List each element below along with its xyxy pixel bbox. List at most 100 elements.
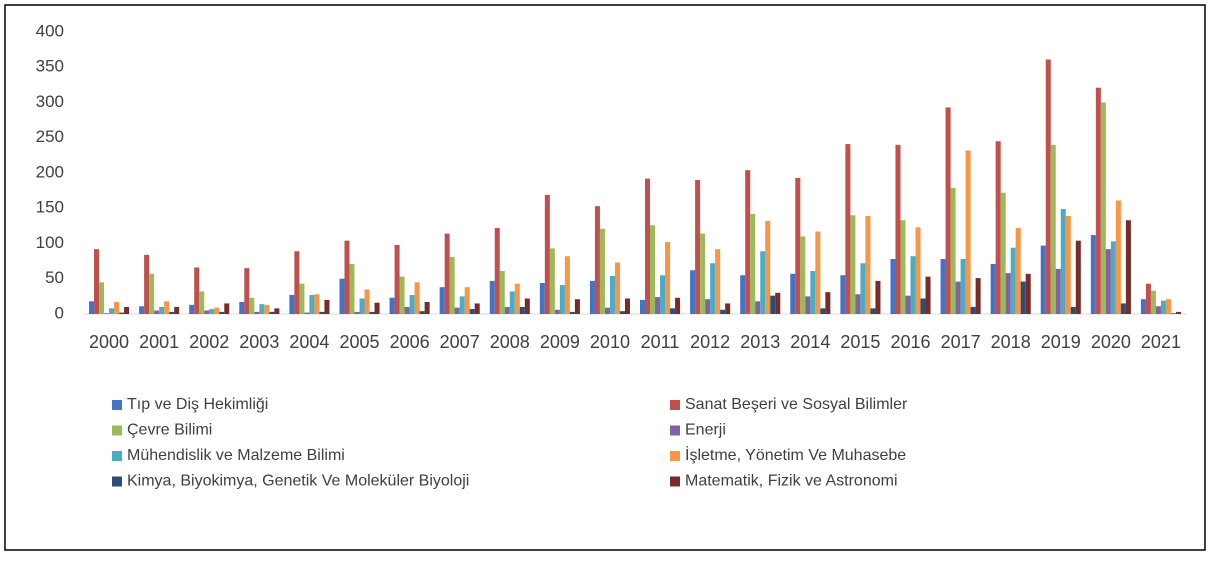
bar <box>359 298 365 314</box>
bar <box>114 302 120 314</box>
x-tick-label: 2005 <box>339 332 379 352</box>
bar <box>459 296 465 314</box>
y-tick-label: 350 <box>36 57 64 76</box>
x-tick-label: 2020 <box>1091 332 1131 352</box>
bar <box>1010 247 1016 314</box>
bar <box>154 310 160 314</box>
bar <box>920 298 926 314</box>
y-tick-label: 400 <box>36 21 64 40</box>
bar <box>394 244 400 314</box>
bar <box>705 299 711 314</box>
bar <box>464 287 470 314</box>
bar <box>975 278 981 314</box>
bar <box>559 285 565 314</box>
bar <box>454 307 460 314</box>
bar <box>715 249 721 314</box>
bar <box>94 249 100 314</box>
bar <box>740 275 746 314</box>
bar <box>890 259 896 314</box>
legend-swatch <box>112 425 122 436</box>
bar <box>299 283 305 314</box>
bar <box>1165 299 1171 314</box>
legend-swatch <box>670 451 680 461</box>
bar <box>950 187 956 314</box>
bar <box>514 283 520 314</box>
bar <box>89 301 95 314</box>
bar <box>519 306 525 314</box>
bar <box>995 141 1001 314</box>
bar <box>640 299 646 314</box>
bar <box>840 275 846 314</box>
bar <box>424 302 430 314</box>
bar <box>194 267 200 314</box>
legend-label: Enerji <box>685 422 726 439</box>
legend-label: Mühendislik ve Malzeme Bilimi <box>127 447 345 464</box>
bar <box>419 311 425 314</box>
bar <box>174 306 180 314</box>
bar <box>1140 299 1146 314</box>
x-tick-label: 2012 <box>690 332 730 352</box>
bar <box>805 296 811 314</box>
bar <box>1045 59 1051 315</box>
bar <box>189 304 195 314</box>
bar <box>1040 245 1046 314</box>
bar <box>569 311 575 314</box>
bar <box>875 280 881 314</box>
bar <box>119 312 125 314</box>
bar <box>144 254 150 314</box>
bar <box>1145 283 1151 314</box>
bar <box>770 295 776 314</box>
bar <box>960 259 966 314</box>
bar <box>695 180 701 314</box>
bar <box>860 263 866 314</box>
bar <box>825 292 831 314</box>
bar <box>99 282 105 314</box>
bar <box>745 170 751 314</box>
bar <box>1125 220 1131 314</box>
x-tick-label: 2003 <box>239 332 279 352</box>
legend-swatch <box>112 451 122 461</box>
bar <box>509 291 515 314</box>
x-tick-label: 2000 <box>89 332 129 352</box>
bar <box>409 294 415 314</box>
bar <box>755 301 761 314</box>
bar <box>725 303 731 314</box>
legend-label: Sanat Beşeri ve Sosyal Bilimler <box>685 396 908 413</box>
bar <box>660 275 666 314</box>
bar <box>955 281 961 314</box>
bar <box>1150 290 1156 314</box>
bar <box>915 227 921 314</box>
bar <box>810 270 816 314</box>
x-tick-label: 2017 <box>941 332 981 352</box>
bar <box>404 306 410 314</box>
bar <box>905 295 911 314</box>
bar <box>700 233 706 314</box>
y-tick-label: 100 <box>36 233 64 252</box>
legend-label: İşletme, Yönetim Ve Muhasebe <box>685 445 906 464</box>
bar <box>544 194 550 314</box>
bar <box>159 306 165 314</box>
x-tick-label: 2014 <box>790 332 830 352</box>
bar <box>289 294 295 314</box>
bar <box>499 270 505 314</box>
bar <box>870 308 876 314</box>
bar <box>354 311 360 314</box>
bar <box>414 282 420 314</box>
legend-label: Kimya, Biyokimya, Genetik Ve Moleküler B… <box>127 473 469 490</box>
bar <box>549 248 555 314</box>
legend-swatch <box>112 476 122 487</box>
bar <box>524 298 530 314</box>
x-tick-label: 2018 <box>991 332 1031 352</box>
bar <box>855 294 861 314</box>
bar <box>1155 306 1161 314</box>
bar <box>574 299 580 314</box>
bar <box>910 256 916 314</box>
bar <box>1075 240 1081 314</box>
bar <box>619 311 625 314</box>
bar <box>940 259 946 314</box>
bar <box>109 308 115 314</box>
bar <box>1095 87 1101 314</box>
bar <box>750 213 756 314</box>
bar <box>374 302 380 314</box>
bar <box>204 310 210 314</box>
